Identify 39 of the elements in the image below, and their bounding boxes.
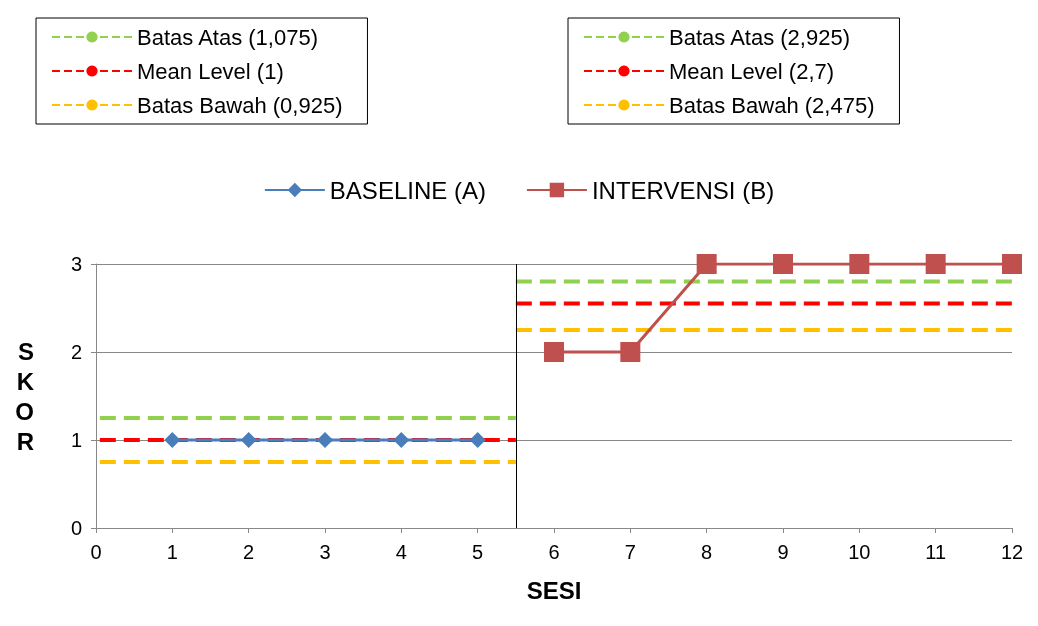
- x-axis-title: SESI: [526, 576, 582, 604]
- point: [620, 342, 641, 362]
- x-tick-label: 0: [90, 541, 102, 563]
- point: [240, 432, 257, 448]
- x-tick-label: 3: [319, 541, 331, 563]
- point: [849, 254, 870, 274]
- y-axis-title: SKOR: [15, 337, 35, 455]
- x-tick-label: 1: [166, 541, 178, 563]
- legend-label: Mean Level (1): [137, 58, 284, 84]
- legend-label: Batas Bawah (0,925): [137, 92, 343, 118]
- x-tick-label: 4: [395, 541, 407, 563]
- point: [317, 432, 333, 448]
- point: [544, 342, 564, 362]
- legend-label: Mean Level (2,7): [669, 58, 835, 84]
- legend-label: INTERVENSI (B): [591, 176, 775, 204]
- point: [164, 432, 181, 448]
- point: [393, 432, 410, 448]
- x-tick-label: 8: [701, 541, 713, 563]
- x-tick-label: 12: [1000, 541, 1024, 563]
- y-tick-label: 3: [70, 253, 82, 275]
- x-tick-label: 9: [777, 541, 789, 563]
- legend-label: Batas Atas (2,925): [669, 24, 850, 50]
- legend-label: Batas Atas (1,075): [137, 24, 318, 50]
- y-tick-label: 1: [70, 429, 82, 451]
- x-tick-label: 5: [472, 541, 484, 563]
- point: [1002, 254, 1022, 274]
- x-tick-label: 10: [848, 541, 871, 563]
- x-tick-label: 6: [548, 541, 560, 563]
- point: [773, 254, 793, 274]
- point: [696, 254, 717, 274]
- legend-label: Batas Bawah (2,475): [669, 92, 875, 118]
- point: [925, 254, 946, 274]
- legend-label: BASELINE (A): [329, 176, 486, 204]
- x-tick-label: 2: [243, 541, 255, 563]
- y-tick-label: 2: [70, 341, 82, 363]
- point: [469, 432, 486, 448]
- y-tick-label: 0: [70, 517, 82, 539]
- x-tick-label: 11: [925, 541, 947, 563]
- x-tick-label: 7: [624, 541, 636, 563]
